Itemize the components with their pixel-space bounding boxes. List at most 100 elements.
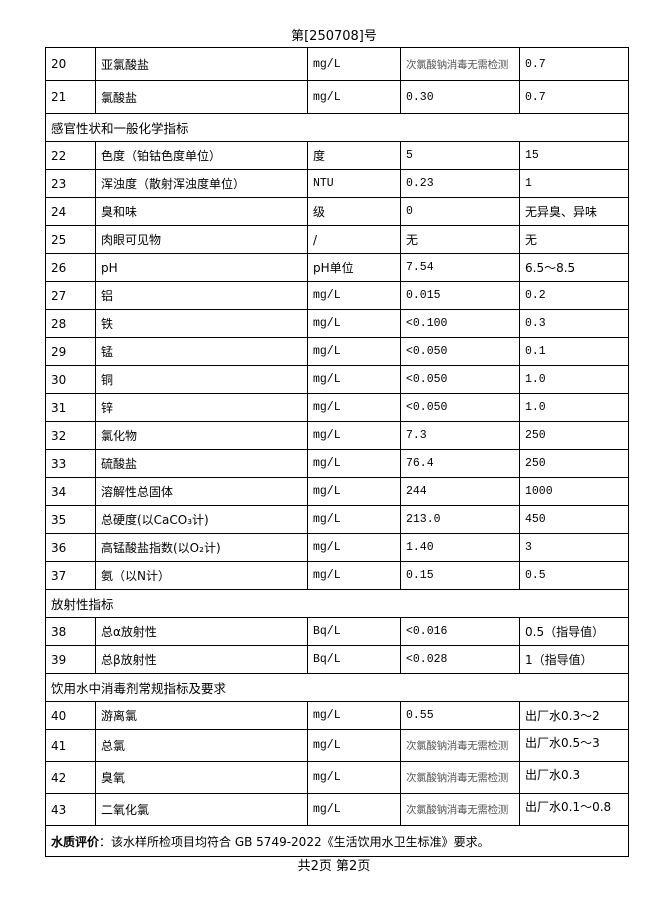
table-row: 40 游离氯 mg/L 0.55 出厂水0.3～2 [45, 701, 629, 730]
item-unit: mg/L [307, 701, 401, 730]
item-unit: mg/L [307, 337, 401, 366]
table-row: 38 总α放射性 Bq/L <0.016 0.5（指导值） [45, 617, 629, 646]
item-limit: 0.5（指导值） [519, 617, 629, 646]
item-number: 30 [45, 365, 96, 394]
item-name: 肉眼可见物 [95, 225, 308, 254]
item-name: 亚氯酸盐 [95, 47, 308, 81]
item-number: 42 [45, 761, 96, 794]
item-number: 43 [45, 793, 96, 826]
item-limit: 无异臭、异味 [519, 197, 629, 226]
table-row: 37 氨（以N计） mg/L 0.15 0.5 [45, 561, 629, 590]
item-name: 高锰酸盐指数(以O₂计) [95, 533, 308, 562]
item-result: 次氯酸钠消毒无需检测 [400, 793, 520, 826]
table-row: 27 铝 mg/L 0.015 0.2 [45, 281, 629, 310]
item-name: 臭和味 [95, 197, 308, 226]
page-footer: 共2页 第2页 [297, 859, 371, 874]
item-result: <0.028 [400, 645, 520, 674]
item-limit: 1 [519, 169, 629, 198]
item-result: 244 [400, 477, 520, 506]
item-limit: 450 [519, 505, 629, 534]
item-result: 0 [400, 197, 520, 226]
item-unit: / [307, 225, 401, 254]
table-row: 43 二氧化氯 mg/L 次氯酸钠消毒无需检测 出厂水0.1～0.8 [45, 793, 629, 826]
item-number: 32 [45, 421, 96, 450]
item-name: 锌 [95, 393, 308, 422]
table-row: 33 硫酸盐 mg/L 76.4 250 [45, 449, 629, 478]
item-name: 色度（铂钴色度单位） [95, 141, 308, 170]
item-limit: 0.7 [519, 47, 629, 81]
table-row: 32 氯化物 mg/L 7.3 250 [45, 421, 629, 450]
item-number: 38 [45, 617, 96, 646]
item-number: 29 [45, 337, 96, 366]
item-number: 27 [45, 281, 96, 310]
item-unit: mg/L [307, 393, 401, 422]
item-result: <0.050 [400, 337, 520, 366]
item-unit: mg/L [307, 761, 401, 794]
item-result: 1.40 [400, 533, 520, 562]
item-unit: mg/L [307, 561, 401, 590]
item-number: 21 [45, 80, 96, 114]
item-limit: 1（指导值） [519, 645, 629, 674]
table-row: 28 铁 mg/L <0.100 0.3 [45, 309, 629, 338]
item-number: 39 [45, 645, 96, 674]
section-title: 放射性指标 [45, 589, 629, 618]
item-result: 0.30 [400, 80, 520, 114]
item-result: <0.100 [400, 309, 520, 338]
item-limit: 250 [519, 421, 629, 450]
table-row: 31 锌 mg/L <0.050 1.0 [45, 393, 629, 422]
item-limit: 1.0 [519, 365, 629, 394]
item-number: 28 [45, 309, 96, 338]
item-limit: 出厂水0.1～0.8 [519, 793, 629, 826]
item-result: 0.15 [400, 561, 520, 590]
item-number: 20 [45, 47, 96, 81]
item-unit: mg/L [307, 729, 401, 762]
item-name: 总β放射性 [95, 645, 308, 674]
item-limit: 15 [519, 141, 629, 170]
item-result: 76.4 [400, 449, 520, 478]
section-title: 饮用水中消毒剂常规指标及要求 [45, 673, 629, 702]
item-result: 0.23 [400, 169, 520, 198]
item-unit: mg/L [307, 309, 401, 338]
item-unit: Bq/L [307, 617, 401, 646]
item-limit: 3 [519, 533, 629, 562]
item-unit: mg/L [307, 47, 401, 81]
table-row: 23 浑浊度（散射浑浊度单位） NTU 0.23 1 [45, 169, 629, 198]
item-limit: 0.1 [519, 337, 629, 366]
item-name: 总氯 [95, 729, 308, 762]
item-result: 5 [400, 141, 520, 170]
item-number: 22 [45, 141, 96, 170]
item-limit: 1000 [519, 477, 629, 506]
item-name: 总α放射性 [95, 617, 308, 646]
item-result: 213.0 [400, 505, 520, 534]
item-limit: 无 [519, 225, 629, 254]
item-unit: mg/L [307, 533, 401, 562]
table-row: 22 色度（铂钴色度单位） 度 5 15 [45, 141, 629, 170]
evaluation-row: 水质评价：该水样所检项目均符合 GB 5749-2022《生活饮用水卫生标准》要… [45, 825, 629, 857]
table-row: 41 总氯 mg/L 次氯酸钠消毒无需检测 出厂水0.5～3 [45, 729, 629, 762]
item-name: 二氧化氯 [95, 793, 308, 826]
item-name: 铜 [95, 365, 308, 394]
section-title: 感官性状和一般化学指标 [45, 113, 629, 142]
section-header-row: 放射性指标 [45, 589, 629, 618]
item-unit: pH单位 [307, 253, 401, 282]
item-limit: 出厂水0.5～3 [519, 729, 629, 762]
item-unit: NTU [307, 169, 401, 198]
item-limit: 1.0 [519, 393, 629, 422]
item-name: 氯化物 [95, 421, 308, 450]
water-quality-table: 20 亚氯酸盐 mg/L 次氯酸钠消毒无需检测 0.7 21 氯酸盐 mg/L 0… [45, 47, 629, 857]
item-unit: mg/L [307, 421, 401, 450]
item-result: 次氯酸钠消毒无需检测 [400, 47, 520, 81]
item-limit: 出厂水0.3～2 [519, 701, 629, 730]
item-unit: mg/L [307, 793, 401, 826]
item-unit: mg/L [307, 365, 401, 394]
section-header-row: 饮用水中消毒剂常规指标及要求 [45, 673, 629, 702]
item-number: 23 [45, 169, 96, 198]
item-name: 总硬度(以CaCO₃计) [95, 505, 308, 534]
item-limit: 250 [519, 449, 629, 478]
item-result: 0.55 [400, 701, 520, 730]
item-limit: 6.5～8.5 [519, 253, 629, 282]
item-limit: 0.5 [519, 561, 629, 590]
item-name: 铝 [95, 281, 308, 310]
item-result: 无 [400, 225, 520, 254]
item-number: 33 [45, 449, 96, 478]
